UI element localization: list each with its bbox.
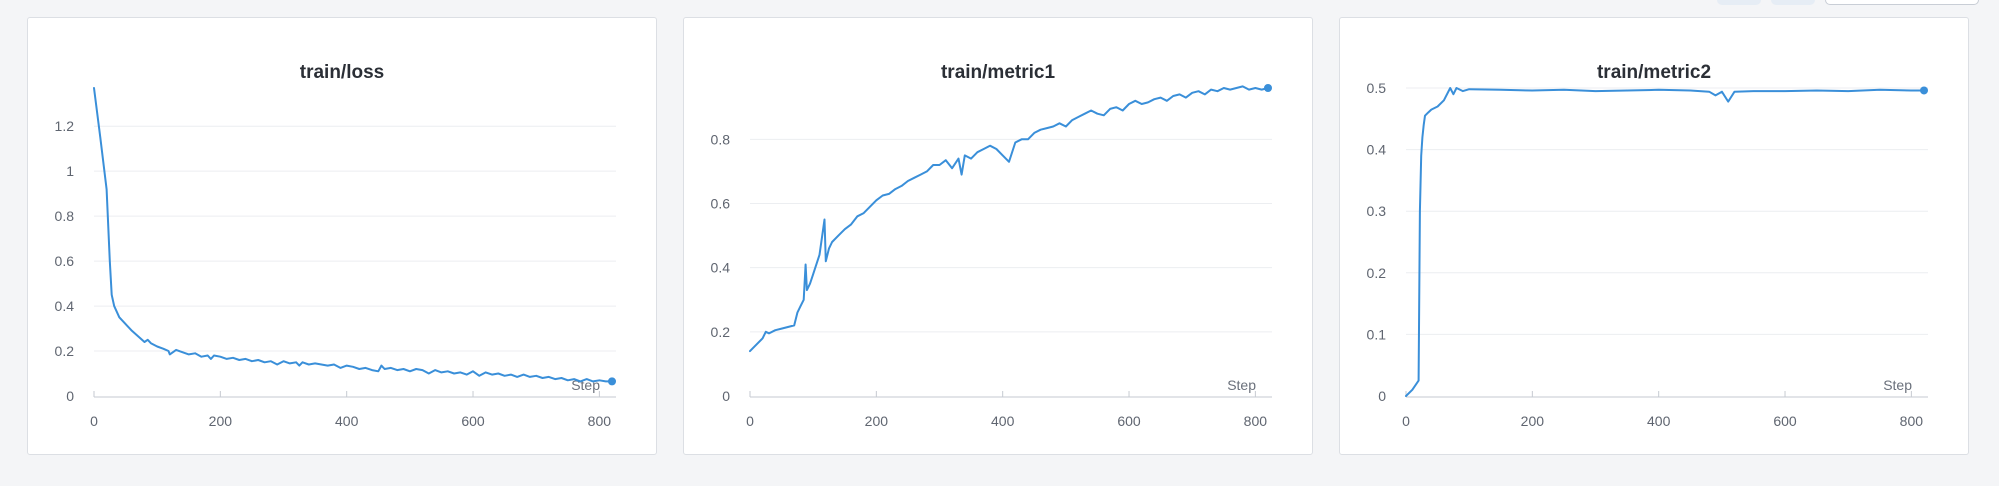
series-end-point	[1920, 86, 1928, 95]
y-tick-label: 0.4	[55, 298, 75, 314]
chart-panel-train-loss: train/loss 0 0.2 0.4 0.6 0.8 1 1.2 0 200 400 600 80…	[27, 17, 657, 455]
x-tick-label: 200	[209, 413, 233, 429]
y-tick-label: 0.6	[711, 196, 731, 212]
chart-panel-train-metric2: train/metric2 0 0.1 0.2 0.3 0.4 0.5 0 200 400 600…	[1339, 17, 1969, 455]
y-tick-label: 0.2	[1367, 265, 1387, 281]
x-tick-label: 400	[335, 413, 359, 429]
x-tick-label: 200	[1521, 413, 1545, 429]
x-tick-label: 800	[588, 413, 612, 429]
series-end-point	[608, 377, 616, 386]
y-tick-label: 0.4	[711, 260, 731, 276]
toolbar-select[interactable]	[1825, 0, 1979, 5]
y-tick-label: 0.2	[55, 343, 75, 359]
y-tick-label: 0	[66, 388, 74, 404]
y-tick-label: 0.3	[1367, 203, 1387, 219]
x-tick-label: 0	[90, 413, 98, 429]
x-tick-label: 800	[1900, 413, 1924, 429]
x-axis-label: Step	[1883, 377, 1912, 393]
x-tick-label: 0	[1402, 413, 1410, 429]
y-tick-label: 0.8	[711, 131, 731, 147]
series-line	[1405, 87, 1925, 397]
x-tick-label: 200	[865, 413, 889, 429]
y-tick-label: 0.6	[55, 253, 75, 269]
y-tick-label: 0.1	[1367, 326, 1387, 342]
x-tick-label: 600	[461, 413, 485, 429]
line-chart-train-metric1: train/metric1 0 0.2 0.4 0.6 0.8 0 200 400 600 800…	[711, 62, 1272, 429]
x-tick-label: 400	[1647, 413, 1671, 429]
toolbar-button[interactable]	[1771, 0, 1815, 5]
y-tick-label: 1	[66, 163, 74, 179]
y-tick-label: 0	[1378, 388, 1386, 404]
x-tick-label: 800	[1244, 413, 1268, 429]
x-tick-label: 0	[746, 413, 754, 429]
y-tick-label: 1.2	[55, 118, 75, 134]
toolbar-button[interactable]	[1717, 0, 1761, 5]
line-chart-train-loss: train/loss 0 0.2 0.4 0.6 0.8 1 1.2 0 200 400 600 80…	[55, 62, 616, 429]
top-controls	[1717, 0, 1979, 6]
y-tick-label: 0.4	[1367, 142, 1387, 158]
y-tick-label: 0	[722, 388, 730, 404]
chart-title: train/loss	[300, 62, 384, 83]
y-tick-label: 0.2	[711, 324, 731, 340]
x-axis-label: Step	[1227, 377, 1256, 393]
y-tick-label: 0.8	[55, 208, 75, 224]
y-tick-label: 0.5	[1367, 80, 1387, 96]
chart-panel-train-metric1: train/metric1 0 0.2 0.4 0.6 0.8 0 200 400 600 800…	[683, 17, 1313, 455]
series-line	[93, 87, 613, 383]
series-line	[749, 85, 1269, 353]
chart-title: train/metric1	[941, 62, 1055, 83]
x-tick-label: 400	[991, 413, 1015, 429]
series-end-point	[1264, 84, 1272, 92]
x-tick-label: 600	[1773, 413, 1797, 429]
line-chart-train-metric2: train/metric2 0 0.1 0.2 0.3 0.4 0.5 0 200 400 600…	[1367, 62, 1928, 429]
chart-title: train/metric2	[1597, 62, 1711, 83]
x-tick-label: 600	[1117, 413, 1141, 429]
